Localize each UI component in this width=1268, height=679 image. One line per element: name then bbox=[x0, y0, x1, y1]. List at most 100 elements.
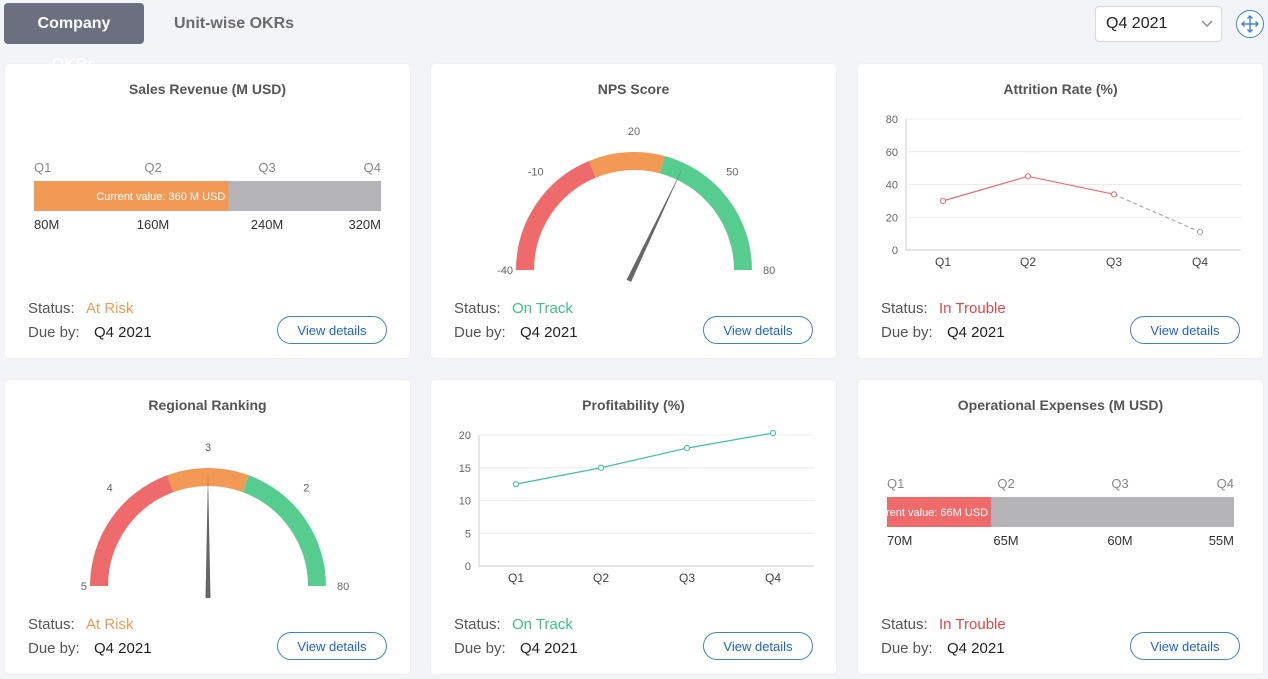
gauge-tick-label: 2 bbox=[303, 483, 309, 495]
series-line bbox=[515, 432, 774, 485]
status-value: At Risk bbox=[86, 300, 134, 317]
due-line: Due by: Q4 2021 bbox=[28, 324, 152, 341]
gauge-band bbox=[659, 156, 752, 271]
status-line: Status: At Risk bbox=[28, 616, 134, 633]
card-operational-expenses: Operational Expenses (M USD) Q1 Q2 Q3 Q4 Cur… bbox=[858, 380, 1263, 674]
target-label: 160M bbox=[137, 217, 170, 232]
gauge-needle bbox=[626, 168, 683, 282]
card-title: Sales Revenue (M USD) bbox=[128, 81, 287, 97]
data-point bbox=[939, 197, 947, 204]
quarter-label: Q2 bbox=[997, 476, 1014, 491]
y-tick-label: 0 bbox=[892, 245, 898, 257]
y-tick-label: 5 bbox=[465, 528, 471, 540]
sales-revenue-chart: Q1 Q2 Q3 Q4 Current value: 360 M USD 80M 160M 2… bbox=[34, 160, 381, 232]
card-title: Operational Expenses (M USD) bbox=[957, 397, 1164, 413]
status-label: Status: bbox=[881, 300, 928, 317]
status-value: In Trouble bbox=[939, 616, 1006, 633]
view-details-button[interactable]: View details bbox=[1130, 316, 1240, 344]
profitability-chart: 0 5 10 15 20 Q1 Q2 Q3 Q4 bbox=[459, 429, 814, 585]
card-title: Profitability (%) bbox=[582, 397, 685, 413]
card-title: Regional Ranking bbox=[148, 397, 267, 413]
quarter-label: Q1 bbox=[34, 160, 51, 175]
status-line: Status: On Track bbox=[454, 616, 573, 633]
target-label: 55M bbox=[1209, 533, 1234, 548]
card-title: Attrition Rate (%) bbox=[1003, 81, 1118, 97]
quarter-label: Q4 bbox=[364, 160, 381, 175]
status-line: Status: In Trouble bbox=[881, 300, 1006, 317]
view-details-button[interactable]: View details bbox=[277, 316, 387, 344]
x-tick-label: Q2 bbox=[593, 571, 609, 585]
card-title: NPS Score bbox=[597, 81, 670, 97]
card-sales-revenue: Sales Revenue (M USD) Q1 Q2 Q3 Q4 Current va… bbox=[5, 64, 410, 358]
x-tick-label: Q1 bbox=[935, 255, 951, 269]
status-value: On Track bbox=[512, 616, 573, 633]
gauge-tick-label: 80 bbox=[763, 265, 775, 277]
status-label: Status: bbox=[454, 616, 501, 633]
gauge-tick-label: 50 bbox=[726, 167, 738, 179]
y-tick-label: 15 bbox=[459, 463, 471, 475]
projected-line bbox=[1113, 193, 1201, 233]
view-details-button[interactable]: View details bbox=[703, 316, 813, 344]
status-value: In Trouble bbox=[939, 300, 1006, 317]
data-point bbox=[597, 464, 605, 471]
data-point bbox=[683, 445, 691, 452]
due-label: Due by: bbox=[881, 324, 933, 341]
y-tick-label: 0 bbox=[465, 561, 471, 573]
due-label: Due by: bbox=[28, 640, 80, 657]
gauge-needle bbox=[205, 473, 211, 598]
gauge-tick-label: 3 bbox=[205, 442, 211, 454]
quarter-label: Q3 bbox=[258, 160, 275, 175]
tab-company-okrs[interactable]: Company OKRs bbox=[4, 3, 144, 73]
due-line: Due by: Q4 2021 bbox=[454, 324, 578, 341]
y-tick-label: 10 bbox=[459, 496, 471, 508]
due-label: Due by: bbox=[881, 640, 933, 657]
due-line: Due by: Q4 2021 bbox=[881, 640, 1005, 657]
current-value-label: Current value: 360 M USD bbox=[96, 191, 225, 203]
tab-unit-wise-okrs[interactable]: Unit-wise OKRs bbox=[174, 15, 295, 32]
target-label: 65M bbox=[993, 533, 1018, 548]
quarter-label: Q1 bbox=[887, 476, 904, 491]
chevron-down-icon bbox=[1201, 20, 1213, 27]
due-line: Due by: Q4 2021 bbox=[28, 640, 152, 657]
move-button[interactable] bbox=[1236, 10, 1264, 38]
view-details-button[interactable]: View details bbox=[703, 632, 813, 660]
data-point bbox=[1196, 228, 1204, 236]
target-label: 320M bbox=[348, 217, 381, 232]
x-tick-label: Q4 bbox=[1192, 255, 1208, 269]
x-tick-label: Q1 bbox=[508, 571, 524, 585]
card-attrition-rate: Attrition Rate (%) 0 20 40 60 80 Q1 Q2 Q3 Q4 Sta… bbox=[858, 64, 1263, 358]
regional-ranking-gauge: 5 4 3 2 80 bbox=[81, 442, 349, 598]
gauge-band bbox=[588, 152, 665, 178]
move-arrows-icon bbox=[1241, 15, 1259, 33]
period-select[interactable]: Q4 2021 bbox=[1095, 6, 1222, 42]
target-label: 60M bbox=[1107, 533, 1132, 548]
gauge-tick-label: 4 bbox=[107, 483, 113, 495]
status-line: Status: On Track bbox=[454, 300, 573, 317]
data-point bbox=[769, 429, 777, 437]
status-value: On Track bbox=[512, 300, 573, 317]
attrition-rate-chart: 0 20 40 60 80 Q1 Q2 Q3 Q4 bbox=[886, 114, 1241, 269]
x-tick-label: Q2 bbox=[1020, 255, 1036, 269]
status-label: Status: bbox=[881, 616, 928, 633]
y-tick-label: 20 bbox=[886, 212, 898, 224]
progress-fill bbox=[887, 497, 992, 527]
target-label: 80M bbox=[34, 217, 59, 232]
status-line: Status: In Trouble bbox=[881, 616, 1006, 633]
data-point bbox=[1110, 191, 1118, 198]
progress-fill bbox=[34, 181, 229, 211]
view-details-button[interactable]: View details bbox=[277, 632, 387, 660]
y-tick-label: 40 bbox=[886, 180, 898, 192]
series-line bbox=[942, 175, 1115, 202]
view-details-button[interactable]: View details bbox=[1130, 632, 1240, 660]
due-line: Due by: Q4 2021 bbox=[454, 640, 578, 657]
quarter-label: Q2 bbox=[144, 160, 161, 175]
due-value: Q4 2021 bbox=[947, 640, 1005, 657]
quarter-label: Q3 bbox=[1111, 476, 1128, 491]
due-label: Due by: bbox=[28, 324, 80, 341]
x-tick-label: Q4 bbox=[765, 571, 781, 585]
operational-expenses-chart: Q1 Q2 Q3 Q4 Current value: 66M USD 70M 65M 60M 5… bbox=[868, 476, 1234, 548]
due-value: Q4 2021 bbox=[947, 324, 1005, 341]
gauge-tick-label: -40 bbox=[497, 265, 513, 277]
gauge-tick-label: -10 bbox=[528, 167, 544, 179]
nps-score-gauge: -40 -10 20 50 80 bbox=[497, 126, 775, 282]
